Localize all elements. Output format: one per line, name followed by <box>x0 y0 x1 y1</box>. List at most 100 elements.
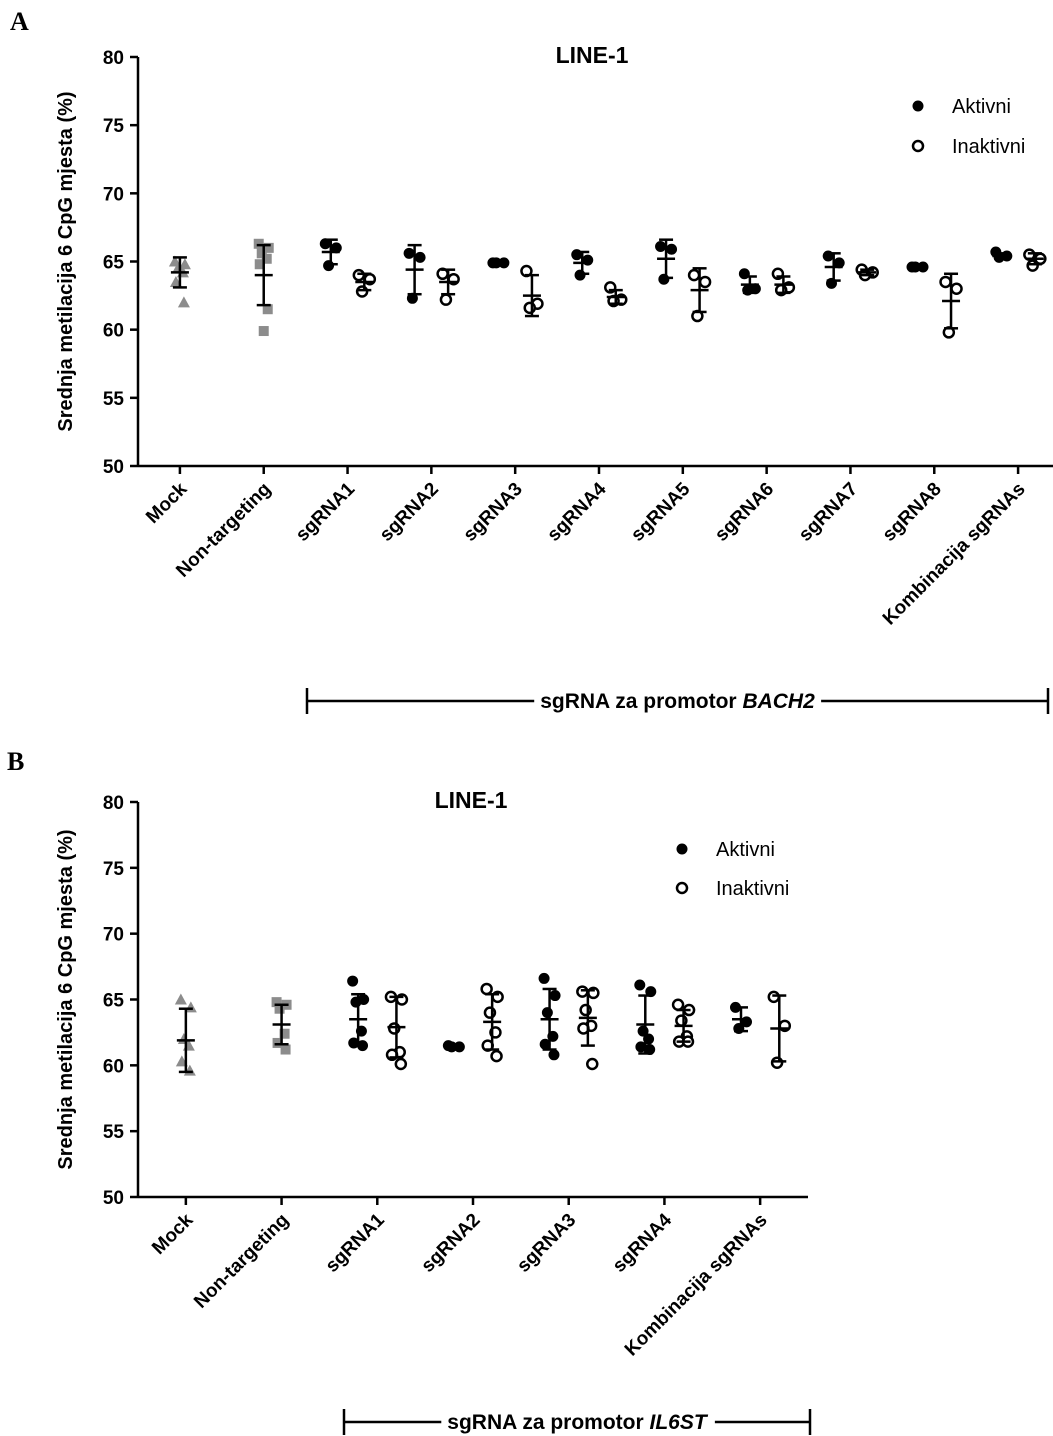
inaktivni-point <box>394 1057 408 1071</box>
control-point-triangle <box>178 258 191 270</box>
control-point-square <box>280 1044 291 1055</box>
control-point-square <box>274 1003 285 1014</box>
x-tick-label: sgRNA3 <box>513 1210 580 1277</box>
aktivni-point <box>548 1049 560 1061</box>
y-tick-label: 70 <box>103 925 124 946</box>
inaktivni-point <box>483 1006 497 1019</box>
aktivni-point <box>347 975 359 987</box>
inaktivni-point <box>1026 259 1039 272</box>
y-tick-label: 50 <box>103 1188 124 1209</box>
aktivni-point <box>538 972 550 984</box>
aktivni-point <box>323 260 335 272</box>
chart-title: LINE-1 <box>435 787 508 813</box>
x-tick-label: sgRNA4 <box>543 478 610 545</box>
x-tick-label: Kombinacija sgRNAs <box>879 479 1030 630</box>
panel-label: B <box>7 747 24 776</box>
y-axis-label: Srednja metilacija 6 CpG mjesta (%) <box>55 829 77 1169</box>
inaktivni-point <box>439 293 453 306</box>
legend-label-aktivni: Aktivni <box>952 96 1011 118</box>
control-point-triangle <box>174 993 187 1005</box>
y-tick-label: 70 <box>103 184 124 205</box>
x-tick-label: sgRNA5 <box>627 478 694 545</box>
legend-label-inaktivni: Inaktivni <box>952 136 1025 158</box>
y-tick-label: 50 <box>103 457 124 478</box>
control-point-square <box>262 304 273 315</box>
control-point-square <box>272 1037 283 1048</box>
control-point-square <box>258 326 269 337</box>
legend-marker-aktivni <box>912 100 924 112</box>
inaktivni-point <box>523 301 536 315</box>
y-tick-label: 80 <box>103 48 124 69</box>
inaktivni-point <box>586 1057 599 1071</box>
inaktivni-point <box>939 275 952 289</box>
legend-label-inaktivni: Inaktivni <box>716 878 789 900</box>
aktivni-point <box>541 1007 553 1019</box>
bracket-label-gene: IL6ST <box>650 1411 709 1434</box>
control-point-square <box>254 259 265 270</box>
bracket-label-gene: BACH2 <box>742 690 815 713</box>
chart-title: LINE-1 <box>556 42 629 68</box>
x-tick-label: sgRNA2 <box>376 479 443 546</box>
inaktivni-point <box>490 1049 503 1063</box>
control-point-triangle <box>177 296 190 308</box>
bracket-label: sgRNA za promotor IL6ST <box>447 1411 709 1434</box>
y-axis-label: Srednja metilacija 6 CpG mjesta (%) <box>55 91 77 431</box>
bracket-label-prefix: sgRNA za promotor <box>540 690 742 713</box>
panel-label: A <box>10 7 29 36</box>
inaktivni-point <box>671 998 685 1012</box>
x-tick-label: Mock <box>142 478 191 527</box>
x-tick-label: Mock <box>148 1209 197 1258</box>
aktivni-point <box>574 269 586 281</box>
inaktivni-point <box>767 990 781 1004</box>
inaktivni-point <box>770 1056 784 1069</box>
bracket-label-prefix: sgRNA za promotor <box>447 1411 649 1434</box>
y-tick-label: 65 <box>103 253 125 274</box>
inaktivni-point <box>387 1022 401 1035</box>
aktivni-point <box>634 979 646 991</box>
x-tick-label: Non-targeting <box>190 1210 293 1313</box>
inaktivni-point <box>950 282 963 296</box>
inaktivni-point <box>675 1014 688 1027</box>
x-tick-label: sgRNA2 <box>417 1210 484 1277</box>
control-point-square <box>279 1028 290 1039</box>
y-tick-label: 60 <box>103 1056 124 1077</box>
aktivni-point <box>403 247 415 259</box>
aktivni-point <box>655 241 667 253</box>
control-point-square <box>253 238 264 249</box>
aktivni-point <box>414 251 426 263</box>
y-tick-label: 75 <box>103 859 125 880</box>
inaktivni-point <box>355 285 369 298</box>
y-tick-label: 80 <box>103 793 124 814</box>
y-tick-label: 60 <box>103 321 124 342</box>
aktivni-point <box>549 990 561 1002</box>
bracket-label: sgRNA za promotor BACH2 <box>540 690 815 713</box>
control-point-square <box>261 253 272 264</box>
inaktivni-point <box>352 268 366 282</box>
inaktivni-point <box>576 985 589 998</box>
y-tick-label: 75 <box>103 116 125 137</box>
legend-marker-inaktivni <box>911 139 925 153</box>
control-point-square <box>271 997 282 1008</box>
inaktivni-point <box>579 1003 592 1017</box>
x-tick-label: sgRNA8 <box>879 479 946 546</box>
x-tick-label: sgRNA3 <box>460 479 527 546</box>
y-tick-label: 65 <box>103 991 125 1012</box>
control-point-square <box>256 248 267 259</box>
inaktivni-point <box>698 275 712 289</box>
legend-marker-inaktivni <box>675 881 689 895</box>
aktivni-point <box>666 243 678 255</box>
y-tick-label: 55 <box>103 389 125 410</box>
x-tick-label: sgRNA7 <box>795 479 862 546</box>
x-tick-label: sgRNA1 <box>292 478 359 545</box>
aktivni-point <box>350 996 362 1008</box>
legend-marker-aktivni <box>676 843 688 855</box>
x-tick-label: sgRNA4 <box>609 1209 676 1276</box>
inaktivni-point <box>687 268 701 282</box>
x-tick-label: sgRNA6 <box>711 479 778 546</box>
x-tick-label: sgRNA1 <box>322 1209 389 1276</box>
panel-b: B LINE-1 Srednja metilacija 6 CpG mjesta (… <box>7 747 812 1435</box>
control-point-square <box>263 242 274 253</box>
y-tick-label: 55 <box>103 1122 125 1143</box>
aktivni-point <box>658 273 670 285</box>
